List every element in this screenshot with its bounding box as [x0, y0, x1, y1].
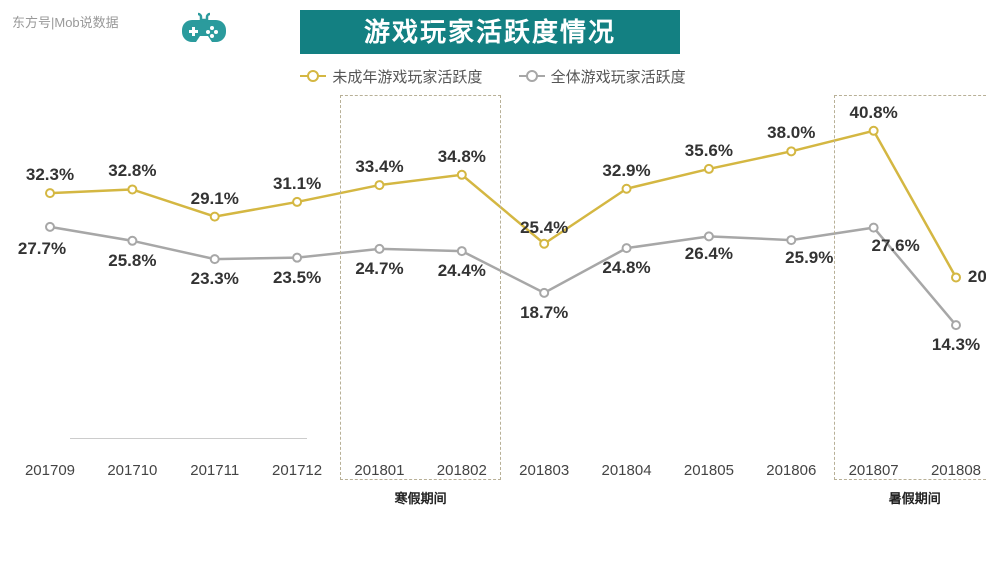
data-label: 27.6% [872, 236, 920, 256]
data-label: 32.3% [26, 165, 74, 185]
x-axis-label: 201802 [437, 462, 487, 479]
data-point [787, 147, 795, 155]
series-line-all [50, 227, 956, 325]
data-label: 27.7% [18, 239, 66, 259]
period-label: 暑假期间 [889, 488, 941, 507]
data-label: 18.7% [520, 303, 568, 323]
data-label: 35.6% [685, 141, 733, 161]
x-axis-label: 201807 [849, 462, 899, 479]
x-axis-label: 201709 [25, 462, 75, 479]
data-point [787, 236, 795, 244]
data-label: 23.3% [191, 269, 239, 289]
data-label: 34.8% [438, 147, 486, 167]
x-axis-label: 201712 [272, 462, 322, 479]
data-label: 14.3% [932, 335, 980, 355]
data-label: 40.8% [850, 103, 898, 123]
x-axis-label: 201808 [931, 462, 981, 479]
data-label: 24.8% [602, 258, 650, 278]
data-label: 33.4% [355, 157, 403, 177]
data-point [46, 189, 54, 197]
highlight-box [834, 95, 986, 480]
x-axis-label: 201801 [354, 462, 404, 479]
data-point [128, 237, 136, 245]
watermark: 东方号|Mob说数据 [12, 12, 119, 31]
data-label: 25.4% [520, 218, 568, 238]
x-axis-label: 201711 [190, 462, 239, 479]
data-label: 25.8% [108, 251, 156, 271]
legend-label: 未成年游戏玩家活跃度 [332, 66, 482, 87]
data-label: 26.4% [685, 244, 733, 264]
data-point [46, 223, 54, 231]
x-axis-label: 201805 [684, 462, 734, 479]
baseline [70, 438, 307, 439]
data-point [705, 232, 713, 240]
x-axis-label: 201803 [519, 462, 569, 479]
legend-marker-icon [300, 75, 326, 77]
data-label: 38.0% [767, 123, 815, 143]
data-label: 29.1% [191, 189, 239, 209]
data-point [623, 185, 631, 193]
data-point [211, 213, 219, 221]
legend-item-all: 全体游戏玩家活跃度 [519, 66, 686, 87]
legend-item-minor: 未成年游戏玩家活跃度 [300, 66, 482, 87]
data-label: 25.9% [785, 248, 833, 268]
data-label: 32.8% [108, 161, 156, 181]
period-label: 寒假期间 [395, 488, 447, 507]
data-label: 20.8% [968, 267, 986, 287]
legend-label: 全体游戏玩家活跃度 [551, 66, 686, 87]
data-point [540, 289, 548, 297]
data-label: 23.5% [273, 268, 321, 288]
x-axis-label: 201806 [766, 462, 816, 479]
data-point [293, 254, 301, 262]
data-point [705, 165, 713, 173]
data-point [128, 185, 136, 193]
data-point [293, 198, 301, 206]
x-axis-label: 201804 [602, 462, 652, 479]
game-controller-icon [180, 10, 228, 46]
data-label: 32.9% [602, 161, 650, 181]
chart-area: 寒假期间 暑假期间 32.3% 32.8% 29.1% 31.1% 33.4% 34.8% 25… [0, 90, 986, 530]
data-label: 24.7% [355, 259, 403, 279]
data-label: 31.1% [273, 174, 321, 194]
data-label: 24.4% [438, 261, 486, 281]
chart-title: 游戏玩家活跃度情况 [300, 10, 680, 54]
legend-marker-icon [519, 75, 545, 77]
legend: 未成年游戏玩家活跃度 全体游戏玩家活跃度 [0, 64, 986, 87]
x-axis-label: 201710 [107, 462, 157, 479]
data-point [623, 244, 631, 252]
data-point [211, 255, 219, 263]
data-point [540, 240, 548, 248]
